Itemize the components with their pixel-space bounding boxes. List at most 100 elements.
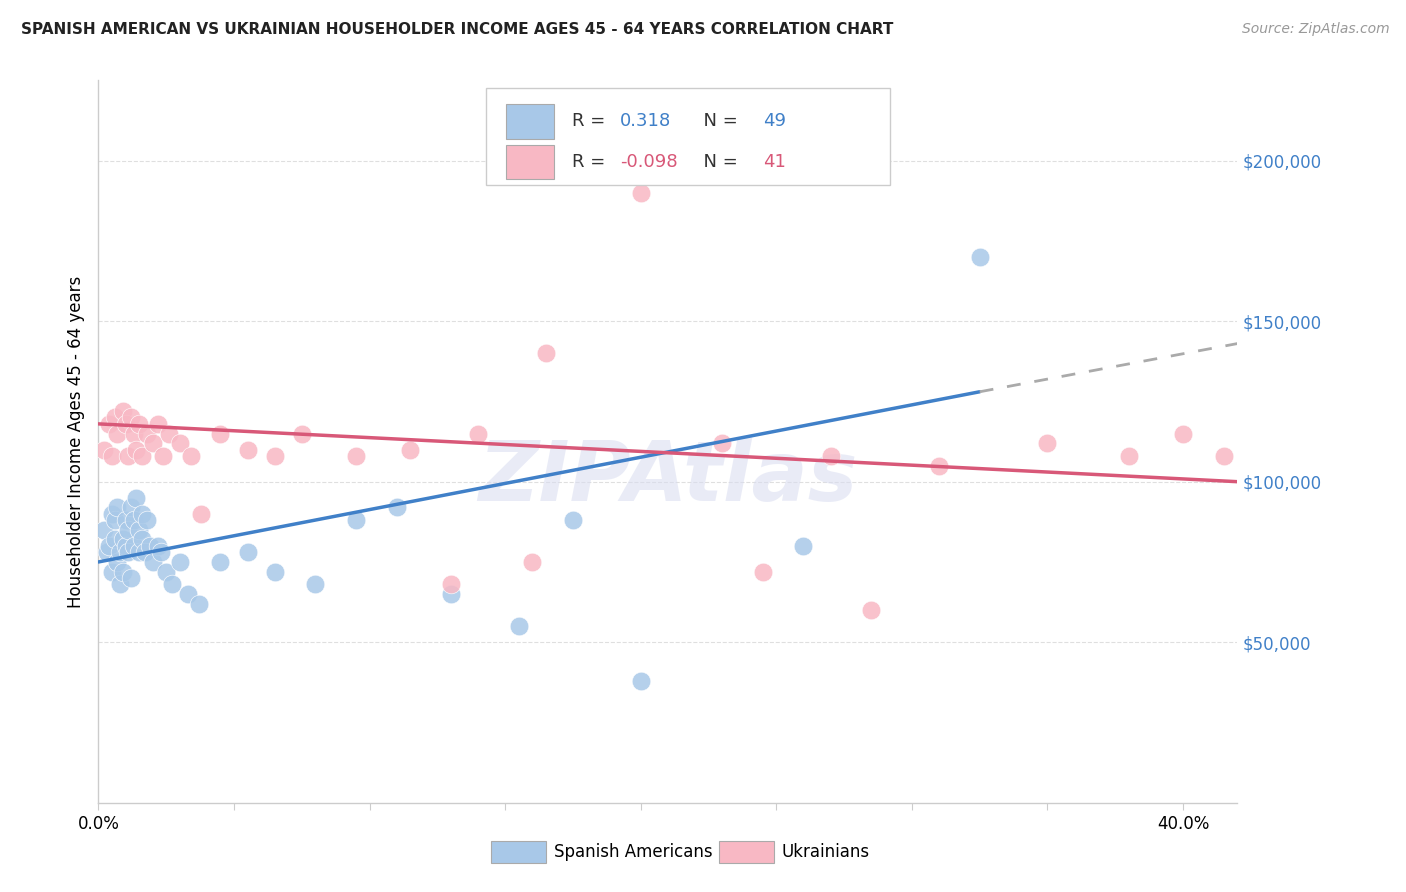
Point [111, 404, 134, 418]
Point [236, 442, 259, 457]
Point [344, 513, 367, 527]
Text: 0.318: 0.318 [620, 112, 671, 130]
Point [98, 417, 121, 431]
Point [114, 513, 136, 527]
FancyBboxPatch shape [506, 104, 554, 139]
Text: R =: R = [572, 112, 612, 130]
Point [111, 565, 134, 579]
Point [107, 555, 129, 569]
Point [93, 523, 115, 537]
Point [96, 545, 118, 559]
Point [108, 577, 131, 591]
Point [209, 555, 232, 569]
Point [236, 545, 259, 559]
Point [125, 442, 148, 457]
Point [122, 539, 145, 553]
Point [101, 449, 124, 463]
Point [1036, 436, 1059, 450]
Point [467, 426, 489, 441]
Text: Ukrainians: Ukrainians [782, 843, 870, 861]
Point [107, 426, 129, 441]
Point [139, 539, 162, 553]
Point [630, 186, 652, 200]
Point [180, 449, 202, 463]
Point [508, 619, 530, 633]
Point [134, 545, 156, 559]
Point [146, 539, 169, 553]
Point [190, 507, 212, 521]
Point [149, 545, 172, 559]
Point [122, 513, 145, 527]
Point [146, 417, 169, 431]
Point [534, 346, 557, 360]
Point [128, 523, 150, 537]
Point [304, 577, 326, 591]
Point [117, 545, 139, 559]
Point [104, 533, 127, 547]
Point [142, 555, 165, 569]
Point [1118, 449, 1140, 463]
Text: ZIPAtlas: ZIPAtlas [478, 437, 858, 518]
Point [125, 491, 148, 505]
Point [114, 417, 136, 431]
Point [131, 449, 153, 463]
Text: N =: N = [692, 153, 744, 171]
Point [263, 449, 285, 463]
Point [128, 417, 150, 431]
Point [104, 513, 127, 527]
Text: 49: 49 [763, 112, 786, 130]
FancyBboxPatch shape [485, 87, 890, 185]
Point [928, 458, 950, 473]
Point [711, 436, 734, 450]
Point [522, 555, 544, 569]
Point [160, 577, 183, 591]
Point [120, 410, 142, 425]
Text: N =: N = [692, 112, 744, 130]
Point [131, 533, 153, 547]
Point [344, 449, 367, 463]
Point [93, 442, 115, 457]
Point [128, 545, 150, 559]
Point [209, 426, 232, 441]
Point [440, 577, 463, 591]
Text: Spanish Americans: Spanish Americans [554, 843, 713, 861]
Point [122, 426, 145, 441]
Point [155, 565, 177, 579]
Point [1171, 426, 1194, 441]
Point [101, 507, 124, 521]
Point [114, 539, 136, 553]
Point [177, 587, 200, 601]
Point [157, 426, 180, 441]
Point [291, 426, 314, 441]
Point [136, 513, 159, 527]
Text: -0.098: -0.098 [620, 153, 678, 171]
Y-axis label: Householder Income Ages 45 - 64 years: Householder Income Ages 45 - 64 years [66, 276, 84, 607]
Point [792, 539, 814, 553]
Point [399, 442, 422, 457]
Point [562, 513, 585, 527]
Point [1212, 449, 1234, 463]
FancyBboxPatch shape [491, 841, 546, 863]
Text: SPANISH AMERICAN VS UKRAINIAN HOUSEHOLDER INCOME AGES 45 - 64 YEARS CORRELATION : SPANISH AMERICAN VS UKRAINIAN HOUSEHOLDE… [21, 22, 893, 37]
Point [108, 545, 131, 559]
Point [131, 507, 153, 521]
Point [98, 539, 121, 553]
Point [820, 449, 842, 463]
Point [187, 597, 209, 611]
Point [860, 603, 883, 617]
Point [169, 436, 191, 450]
Point [120, 500, 142, 515]
Point [440, 587, 463, 601]
Point [263, 565, 285, 579]
Point [101, 565, 124, 579]
Text: R =: R = [572, 153, 612, 171]
Point [117, 449, 139, 463]
Text: Source: ZipAtlas.com: Source: ZipAtlas.com [1241, 22, 1389, 37]
Point [104, 410, 127, 425]
Text: 41: 41 [763, 153, 786, 171]
Point [111, 533, 134, 547]
Point [152, 449, 174, 463]
FancyBboxPatch shape [718, 841, 773, 863]
Point [969, 250, 991, 264]
Point [630, 673, 652, 688]
